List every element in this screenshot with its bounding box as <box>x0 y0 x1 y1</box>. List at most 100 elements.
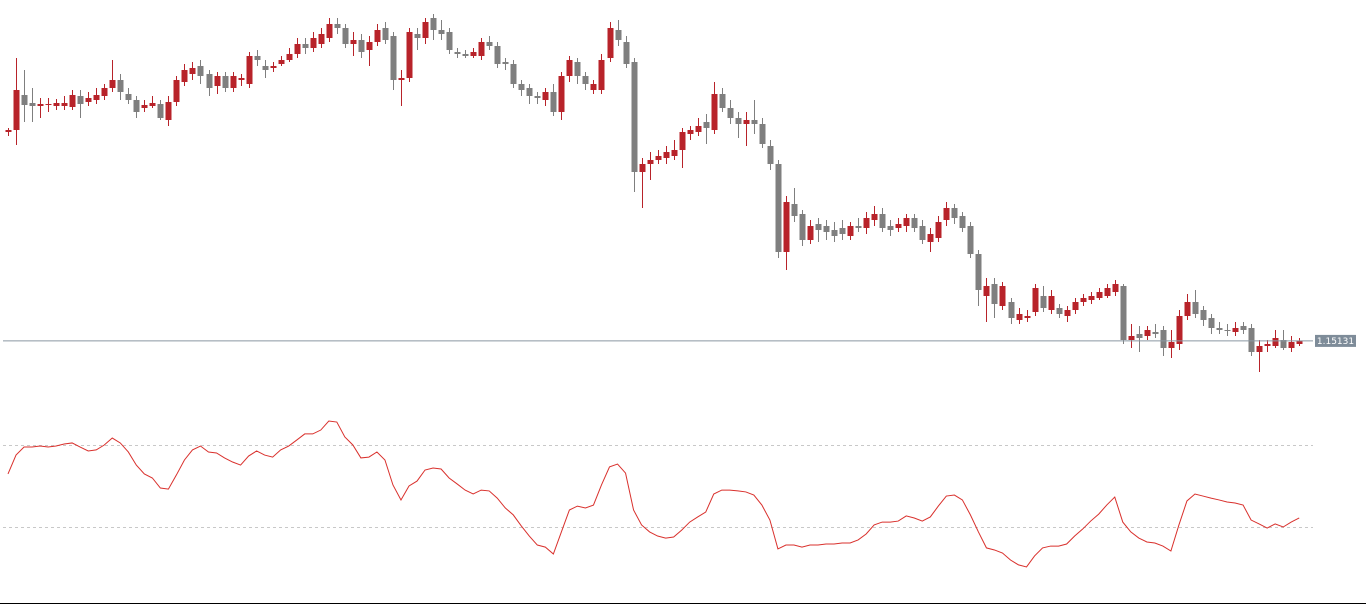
candle-body <box>117 80 124 92</box>
candle-body <box>29 103 36 106</box>
candle-body <box>1200 310 1207 320</box>
candle-body <box>262 66 269 70</box>
candle-body <box>1088 296 1095 300</box>
candle-body <box>93 95 100 100</box>
candle-body <box>975 254 982 290</box>
price-label: 1.15131 <box>1317 337 1354 347</box>
candle-body <box>1136 334 1143 338</box>
candle-body <box>238 78 245 80</box>
candle-body <box>679 132 686 150</box>
candle-body <box>566 60 573 76</box>
candle-body <box>1176 316 1183 344</box>
candle-body <box>454 52 461 54</box>
candle-body <box>1240 326 1247 330</box>
candle-body <box>879 214 886 228</box>
candle-body <box>991 284 998 304</box>
candle-body <box>615 30 622 40</box>
candle-body <box>663 152 670 158</box>
candle-body <box>1296 341 1303 344</box>
candle-body <box>1080 298 1087 302</box>
price-label-box <box>1315 334 1356 347</box>
candle-body <box>310 38 317 48</box>
candle-body <box>687 130 694 134</box>
candle-body <box>911 218 918 228</box>
candle-body <box>751 120 758 124</box>
candle-body <box>278 60 285 64</box>
candle-body <box>494 46 501 64</box>
candle-body <box>558 76 565 112</box>
candle-body <box>1096 292 1103 298</box>
candle-body <box>655 156 662 160</box>
candle-body <box>478 42 485 56</box>
candle-body <box>214 76 221 86</box>
candle-body <box>125 94 132 100</box>
candle-body <box>197 66 204 76</box>
candle-body <box>1024 316 1031 318</box>
candle-body <box>382 28 389 40</box>
candle-body <box>1248 328 1255 352</box>
candle-body <box>767 146 774 164</box>
candle-body <box>590 84 597 90</box>
candle-body <box>1112 284 1119 292</box>
candle-body <box>77 96 84 104</box>
candle-body <box>1128 336 1135 340</box>
candle-body <box>518 84 525 90</box>
candle-body <box>334 24 341 28</box>
candle-body <box>959 216 966 228</box>
candle-body <box>470 52 477 56</box>
candle-body <box>326 24 333 38</box>
candle-body <box>1056 308 1063 314</box>
candle-body <box>486 42 493 46</box>
candle-body <box>534 96 541 98</box>
candle-body <box>302 44 309 48</box>
candle-body <box>582 76 589 84</box>
candle-body <box>69 95 76 107</box>
candle-body <box>61 103 68 106</box>
candle-body <box>598 60 605 90</box>
candle-body <box>735 118 742 124</box>
candle-body <box>1032 288 1039 312</box>
candle-body <box>270 66 277 68</box>
candle-body <box>181 70 188 82</box>
candle-body <box>222 76 229 88</box>
candle-body <box>1152 332 1159 334</box>
candle-body <box>647 160 654 164</box>
candle-body <box>823 226 830 232</box>
candle-body <box>791 204 798 216</box>
candle-body <box>807 226 814 240</box>
candle-body <box>149 103 156 106</box>
candle-body <box>1048 296 1055 310</box>
candle-body <box>1040 296 1047 308</box>
candle-body <box>1272 338 1279 346</box>
candle-body <box>783 202 790 252</box>
candle-body <box>526 88 533 96</box>
candle-body <box>5 130 12 132</box>
candle-body <box>1064 310 1071 316</box>
candle-body <box>711 94 718 130</box>
candle-body <box>165 102 172 120</box>
candle-body <box>1168 342 1175 348</box>
candle-body <box>438 30 445 34</box>
candle-body <box>871 214 878 220</box>
candle-body <box>1264 344 1271 346</box>
candle-body <box>1288 342 1295 348</box>
candle-body <box>189 68 196 74</box>
candle-body <box>294 44 301 54</box>
candle-body <box>631 62 638 172</box>
candle-body <box>839 228 846 234</box>
candle-body <box>254 56 261 60</box>
candle-body <box>1144 330 1151 336</box>
candle-body <box>951 208 958 218</box>
candle-body <box>13 90 20 130</box>
candle-body <box>1160 330 1167 348</box>
candle-body <box>542 92 549 100</box>
candle-body <box>342 28 349 44</box>
candle-body <box>903 218 910 226</box>
candle-body <box>414 34 421 38</box>
candle-body <box>101 88 108 96</box>
candle-body <box>927 234 934 242</box>
candle-body <box>1232 328 1239 332</box>
candle-body <box>173 80 180 102</box>
candle-body <box>727 108 734 118</box>
